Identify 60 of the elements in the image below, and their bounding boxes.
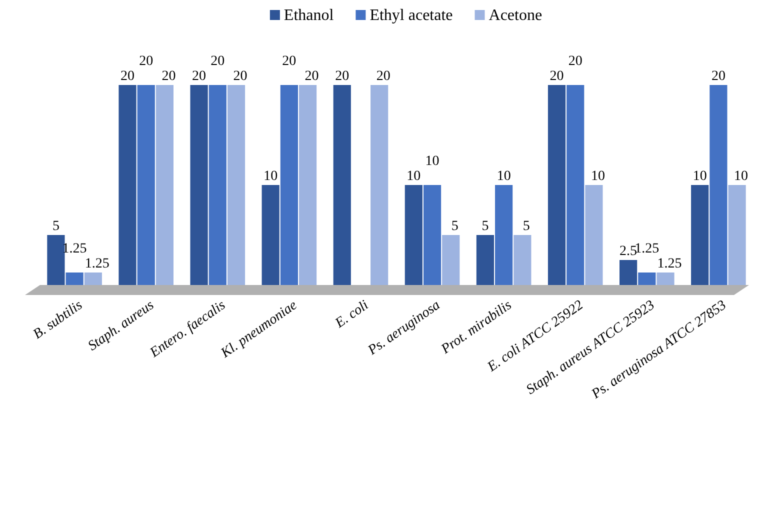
data-label: 20	[210, 54, 225, 69]
data-label: 10	[734, 169, 748, 184]
data-label: 20	[335, 69, 350, 84]
data-label: 10	[425, 154, 440, 169]
bar	[208, 85, 226, 285]
bar	[262, 185, 280, 285]
data-label: 20	[162, 69, 176, 84]
data-label: 5	[522, 219, 530, 234]
bar	[691, 185, 709, 285]
bar	[656, 272, 674, 285]
data-label: 20	[282, 54, 296, 69]
data-label: 20	[192, 69, 206, 84]
data-label: 5	[482, 219, 489, 234]
data-label: 5	[52, 219, 60, 234]
legend-label: Ethanol	[284, 7, 334, 24]
bar	[190, 85, 208, 285]
bar	[118, 85, 136, 285]
bar	[728, 185, 746, 285]
bar	[333, 85, 351, 285]
data-label: 20	[568, 54, 582, 69]
data-label: 20	[376, 69, 390, 84]
data-label: 20	[233, 69, 248, 84]
bar	[585, 185, 603, 285]
data-label: 2.5	[620, 244, 638, 259]
bar	[227, 85, 246, 285]
bar	[84, 272, 102, 285]
data-label: 5	[451, 219, 458, 234]
bar	[156, 85, 174, 285]
data-label: 1.25	[84, 256, 110, 272]
legend-label: Acetone	[488, 7, 542, 24]
data-label: 10	[264, 169, 278, 184]
x-tick-label: E. coli	[332, 298, 372, 332]
bar	[370, 85, 388, 285]
bar	[495, 185, 513, 285]
bar	[47, 235, 65, 285]
legend-label: Ethyl acetate	[370, 7, 453, 24]
bar	[514, 235, 532, 285]
bar	[566, 85, 584, 285]
bar	[442, 235, 460, 285]
bar	[404, 185, 422, 285]
bar	[710, 85, 728, 285]
bar	[423, 185, 442, 285]
data-label: 1.25	[657, 256, 682, 272]
data-label: 20	[139, 54, 154, 69]
data-label: 20	[550, 69, 564, 84]
data-label: 10	[406, 169, 421, 184]
bar	[137, 85, 155, 285]
bar	[620, 260, 638, 285]
data-label: 20	[304, 69, 319, 84]
bar	[280, 85, 298, 285]
bar	[476, 235, 494, 285]
data-label: 10	[590, 169, 605, 184]
data-label: 10	[692, 169, 707, 184]
data-label: 20	[711, 69, 726, 84]
bar	[548, 85, 566, 285]
bar	[66, 272, 84, 285]
data-label: 10	[496, 169, 511, 184]
data-label: 20	[120, 69, 134, 84]
bar	[638, 272, 656, 285]
bar	[298, 85, 317, 285]
